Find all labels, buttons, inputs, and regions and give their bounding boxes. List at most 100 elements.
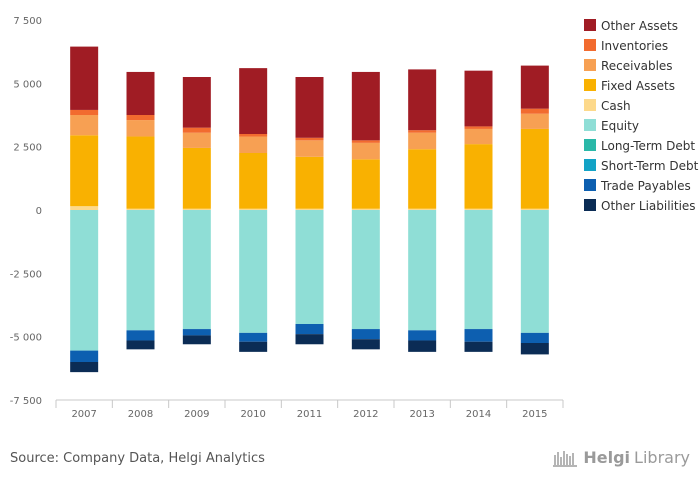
x-tick-label: 2013	[409, 409, 434, 420]
bar-other-liabilities-2009	[182, 335, 211, 345]
bars	[70, 46, 549, 373]
bar-other-assets-2007	[70, 46, 99, 110]
legend-swatch	[584, 19, 596, 31]
legend-label: Inventories	[601, 39, 668, 53]
bar-other-liabilities-2007	[70, 362, 99, 373]
x-tick-label: 2009	[184, 409, 209, 420]
bookshelf-icon	[553, 450, 578, 467]
y-tick-label: 5 000	[13, 79, 42, 90]
bar-equity-2011	[295, 210, 324, 324]
bar-trade-payables-2014	[464, 329, 493, 342]
legend-swatch	[584, 119, 596, 131]
bar-receivables-2013	[408, 132, 437, 150]
bar-equity-2007	[70, 210, 99, 351]
x-tick-label: 2015	[522, 409, 547, 420]
legend-swatch	[584, 139, 596, 151]
bar-fixed-assets-2007	[70, 135, 99, 207]
bar-trade-payables-2008	[126, 330, 155, 341]
bar-inventories-2008	[126, 115, 155, 121]
legend-label: Cash	[601, 99, 631, 113]
y-tick-label: 0	[36, 206, 42, 217]
bar-other-liabilities-2011	[295, 334, 324, 345]
legend-swatch	[584, 179, 596, 191]
legend-swatch	[584, 159, 596, 171]
bar-trade-payables-2013	[408, 330, 437, 341]
legend-label: Long-Term Debt	[601, 139, 695, 153]
bar-other-liabilities-2015	[520, 343, 549, 355]
bar-fixed-assets-2015	[520, 128, 549, 209]
x-tick-label: 2014	[466, 409, 491, 420]
legend-label: Trade Payables	[600, 179, 691, 193]
bar-other-liabilities-2010	[239, 341, 268, 352]
bar-other-assets-2011	[295, 77, 324, 138]
bar-cash-2011	[295, 208, 324, 210]
legend-swatch	[584, 39, 596, 51]
x-tick-label: 2010	[240, 409, 265, 420]
bar-receivables-2010	[239, 136, 268, 153]
bar-equity-2010	[239, 210, 268, 333]
bar-cash-2008	[126, 208, 155, 210]
bar-fixed-assets-2010	[239, 153, 268, 209]
bar-trade-payables-2015	[520, 332, 549, 343]
y-tick-label: -5 000	[10, 333, 42, 344]
bar-equity-2008	[126, 210, 155, 331]
y-axis: -7 500 -5 000 -2 500 0 2 500 5 000 7 500	[10, 16, 42, 407]
bar-other-assets-2015	[520, 65, 549, 109]
bar-other-liabilities-2014	[464, 341, 493, 352]
bar-fixed-assets-2011	[295, 156, 324, 209]
legend-swatch	[584, 99, 596, 111]
x-tick-label: 2011	[297, 409, 322, 420]
bar-cash-2012	[351, 208, 380, 210]
bar-equity-2009	[182, 210, 211, 330]
bar-equity-2014	[464, 210, 493, 330]
bar-fixed-assets-2012	[351, 159, 380, 209]
bar-inventories-2013	[408, 130, 437, 133]
legend-label: Other Liabilities	[601, 199, 696, 213]
x-tick-label: 2008	[128, 409, 153, 420]
legend-swatch	[584, 199, 596, 211]
bar-other-assets-2012	[351, 71, 380, 141]
bar-other-assets-2008	[126, 71, 155, 115]
bar-receivables-2008	[126, 120, 155, 137]
bar-inventories-2007	[70, 109, 99, 115]
y-tick-label: -7 500	[10, 396, 42, 407]
bar-other-assets-2009	[182, 77, 211, 128]
bar-receivables-2014	[464, 128, 493, 145]
bar-other-assets-2013	[408, 69, 437, 131]
bar-trade-payables-2010	[239, 332, 268, 342]
bar-equity-2015	[520, 210, 549, 333]
bar-cash-2010	[239, 208, 268, 210]
bar-fixed-assets-2014	[464, 144, 493, 209]
x-tick-label: 2012	[353, 409, 378, 420]
bar-inventories-2015	[520, 108, 549, 114]
bar-receivables-2012	[351, 142, 380, 160]
bar-inventories-2010	[239, 134, 268, 137]
x-axis: 2007 2008 2009 2010 2011 2012 2013 2014 2015	[55, 399, 564, 420]
legend-label: Short-Term Debt	[601, 159, 699, 173]
legend-swatch	[584, 79, 596, 91]
logo-library-text: Library	[634, 448, 690, 467]
bar-trade-payables-2012	[351, 329, 380, 340]
bar-cash-2013	[408, 208, 437, 210]
legend-label: Other Assets	[601, 19, 678, 33]
bar-trade-payables-2011	[295, 324, 324, 335]
bar-other-assets-2014	[464, 70, 493, 127]
bar-cash-2014	[464, 208, 493, 210]
bar-receivables-2011	[295, 140, 324, 157]
bar-inventories-2011	[295, 137, 324, 141]
legend-label: Receivables	[601, 59, 673, 73]
bar-receivables-2007	[70, 115, 99, 136]
y-tick-label: -2 500	[10, 269, 42, 280]
bar-equity-2012	[351, 210, 380, 330]
y-tick-label: 7 500	[13, 16, 42, 27]
bar-inventories-2009	[182, 127, 211, 133]
helgi-library-logo: Helgi Library	[553, 448, 690, 467]
logo-helgi-text: Helgi	[583, 448, 631, 467]
legend-swatch	[584, 59, 596, 71]
bar-other-liabilities-2013	[408, 340, 437, 352]
bar-trade-payables-2009	[182, 329, 211, 336]
bar-other-assets-2010	[239, 68, 268, 134]
bar-receivables-2015	[520, 113, 549, 129]
legend: Other Assets Inventories Receivables Fixed …	[584, 19, 699, 213]
